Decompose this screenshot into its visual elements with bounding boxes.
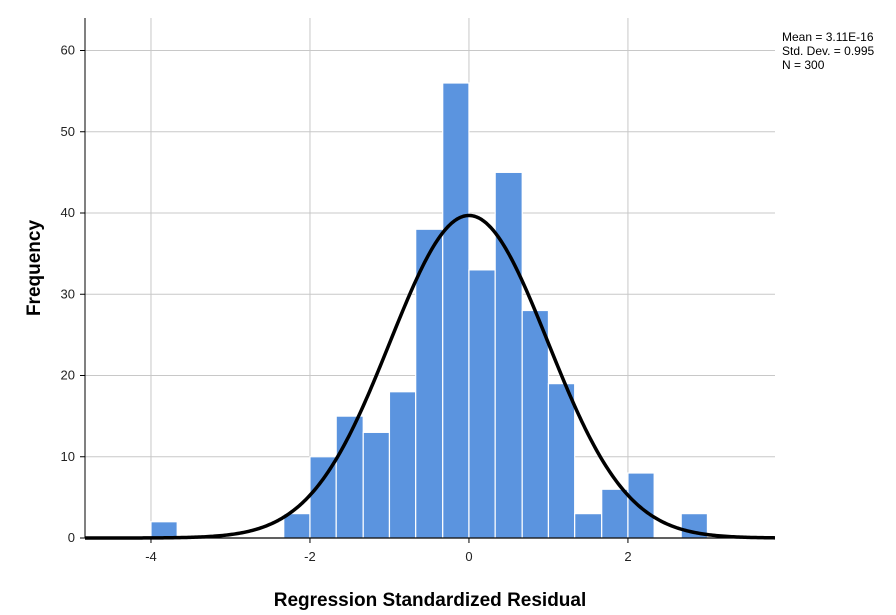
histogram-bar — [574, 513, 603, 539]
y-tick-label: 0 — [68, 530, 75, 545]
bars-layer — [150, 82, 709, 539]
y-tick-label: 60 — [61, 43, 75, 58]
y-tick-label: 10 — [61, 449, 75, 464]
histogram-bar — [494, 171, 523, 539]
histogram-bar — [283, 513, 311, 539]
y-tick-label: 40 — [61, 205, 75, 220]
y-axis-title: Frequency — [24, 220, 45, 317]
x-tick-label: 0 — [465, 549, 472, 564]
histogram-bar — [150, 521, 178, 539]
histogram-bar — [547, 383, 576, 539]
histogram-bar — [442, 82, 470, 539]
stats-n: N = 300 — [782, 58, 825, 72]
histogram-bar — [415, 228, 444, 539]
x-tick-label: -4 — [145, 549, 157, 564]
y-tick-label: 50 — [61, 124, 75, 139]
histogram-bar — [388, 391, 417, 539]
histogram-bar — [468, 269, 496, 539]
normal-curve — [84, 213, 776, 540]
axis-layer: 0 10 20 30 40 50 60 -4 -2 0 2 — [61, 18, 775, 564]
histogram-bar — [521, 309, 550, 539]
x-tick-label: -2 — [304, 549, 316, 564]
x-tick-label: 2 — [624, 549, 631, 564]
stats-std-dev: Std. Dev. = 0.995 — [782, 44, 874, 58]
curve-layer — [84, 213, 776, 540]
histogram-bar — [309, 456, 337, 539]
x-axis-title: Regression Standardized Residual — [274, 590, 587, 611]
labels-layer: Regression Standardized Residual Frequen… — [24, 220, 586, 611]
stats-box: Mean = 3.11E-16 Std. Dev. = 0.995 N = 30… — [782, 30, 874, 72]
y-tick-label: 20 — [61, 368, 75, 383]
histogram-bar — [601, 488, 629, 539]
histogram-bar — [362, 431, 391, 539]
y-tick-label: 30 — [61, 286, 75, 301]
stats-mean: Mean = 3.11E-16 — [782, 30, 874, 44]
